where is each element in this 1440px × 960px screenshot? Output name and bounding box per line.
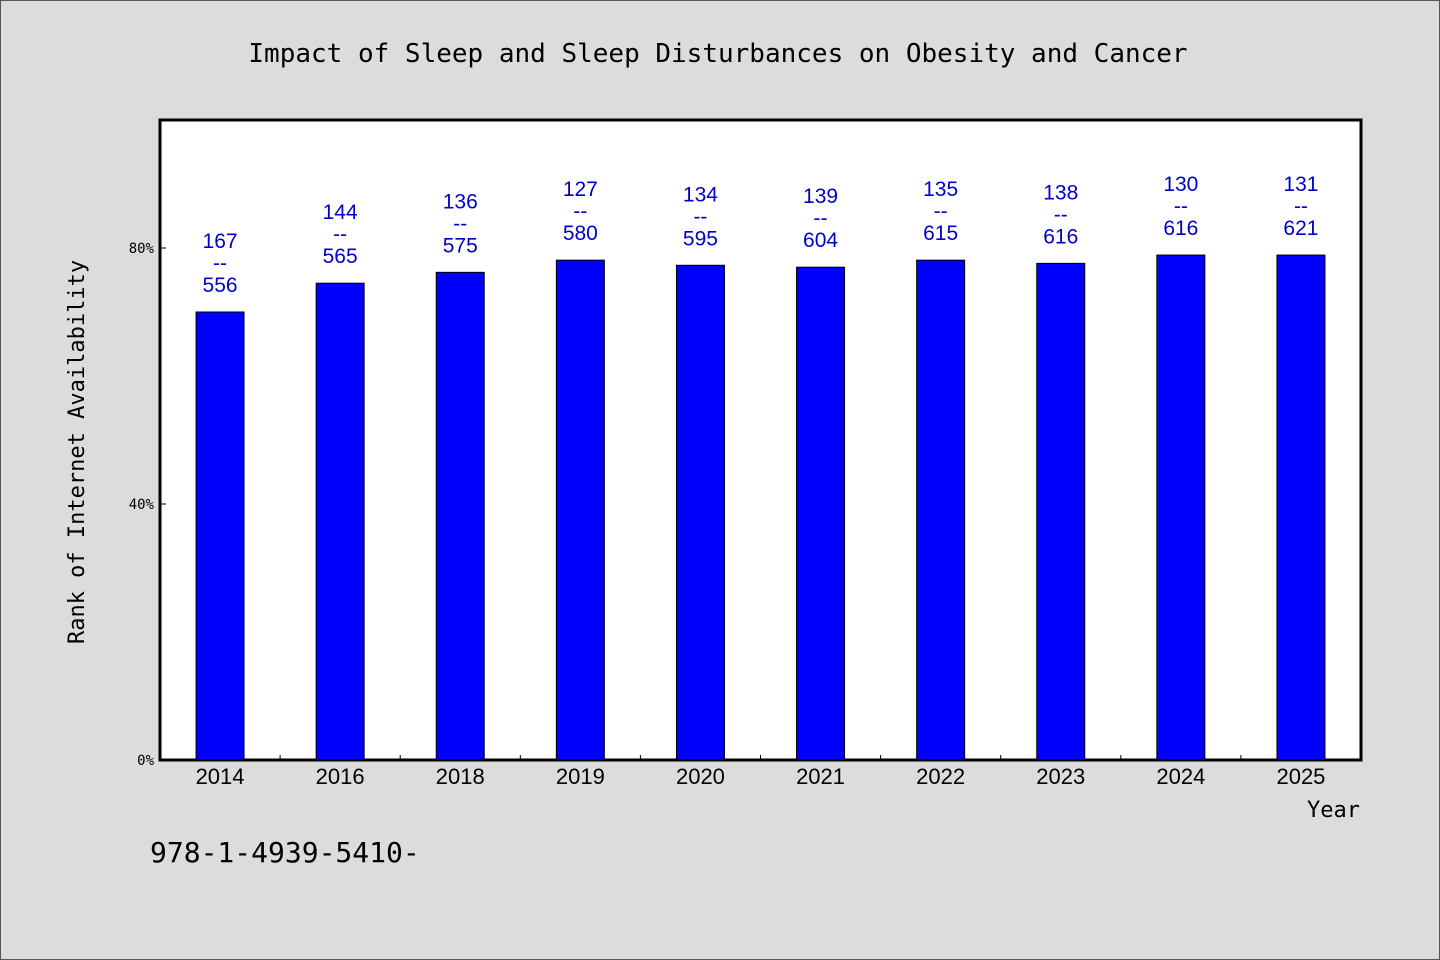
bar-label-bottom-2023: 616: [1043, 225, 1078, 248]
bar-2020: [675, 264, 725, 761]
bar-2014: [195, 311, 245, 761]
bar-label-sep-2014: --: [213, 252, 227, 275]
x-tick-label-2023: 2023: [1036, 764, 1085, 789]
bar-label-sep-2018: --: [453, 212, 467, 235]
bar-label-bottom-2019: 580: [563, 222, 598, 245]
bars-layer: [195, 254, 1326, 761]
bar-label-top-2016: 144: [323, 201, 358, 224]
y-tick-label: 80%: [129, 241, 155, 257]
bar-label-top-2020: 134: [683, 183, 718, 206]
bar-2018: [435, 271, 485, 761]
bar-label-bottom-2020: 595: [683, 227, 718, 250]
y-tick-label: 0%: [137, 753, 154, 769]
bar-2024: [1156, 254, 1206, 761]
y-tick-label: 40%: [129, 497, 155, 513]
bar-label-bottom-2016: 565: [323, 245, 358, 268]
bar-label-top-2019: 127: [563, 178, 598, 201]
bar-2016: [315, 282, 365, 761]
y-axis: 0% 40% 80%: [129, 241, 166, 769]
bar-2023: [1036, 262, 1086, 761]
x-tick-label-2024: 2024: [1156, 764, 1205, 789]
footnote-text: 978-1-4939-5410-: [150, 836, 420, 869]
bar-label-bottom-2021: 604: [803, 229, 838, 252]
bar-label-bottom-2025: 621: [1283, 217, 1318, 240]
bar-label-top-2018: 136: [443, 190, 478, 213]
bar-label-bottom-2022: 615: [923, 222, 958, 245]
y-axis-title: Rank of Internet Availability: [65, 260, 90, 644]
bar-label-sep-2020: --: [693, 205, 707, 228]
bar-2022: [916, 259, 966, 761]
bar-2021: [796, 266, 846, 761]
bar-label-top-2023: 138: [1043, 181, 1078, 204]
bar-label-top-2022: 135: [923, 178, 958, 201]
bar-label-sep-2019: --: [573, 200, 587, 223]
bar-label-bottom-2018: 575: [443, 234, 478, 257]
bar-labels-layer: 556--167565--144575--136580--127595--134…: [203, 173, 1319, 297]
bar-2025: [1276, 254, 1326, 761]
x-tick-label-2025: 2025: [1276, 764, 1325, 789]
bar-label-sep-2023: --: [1054, 203, 1068, 226]
bar-label-sep-2022: --: [934, 200, 948, 223]
x-tick-label-2020: 2020: [676, 764, 725, 789]
bar-label-sep-2021: --: [814, 207, 828, 230]
x-tick-label-2021: 2021: [796, 764, 845, 789]
bar-label-bottom-2014: 556: [203, 274, 238, 297]
bar-label-top-2024: 130: [1163, 173, 1198, 196]
bar-label-sep-2024: --: [1174, 195, 1188, 218]
x-axis-title: Year: [1307, 798, 1360, 823]
bar-label-sep-2025: --: [1294, 195, 1308, 218]
bar-label-top-2021: 139: [803, 185, 838, 208]
bar-label-bottom-2024: 616: [1163, 217, 1198, 240]
x-tick-label-2016: 2016: [316, 764, 365, 789]
bar-label-top-2025: 131: [1283, 173, 1318, 196]
x-tick-label-2014: 2014: [196, 764, 245, 789]
x-tick-label-2022: 2022: [916, 764, 965, 789]
bar-label-sep-2016: --: [333, 223, 347, 246]
x-tick-label-2019: 2019: [556, 764, 605, 789]
bar-label-top-2014: 167: [203, 230, 238, 253]
x-tick-label-2018: 2018: [436, 764, 485, 789]
bar-2019: [555, 259, 605, 761]
chart-title: Impact of Sleep and Sleep Disturbances o…: [248, 39, 1187, 69]
x-axis: 2014 2016 2018 2019 2020 2021 2022 2023 2024 2025: [196, 755, 1325, 789]
